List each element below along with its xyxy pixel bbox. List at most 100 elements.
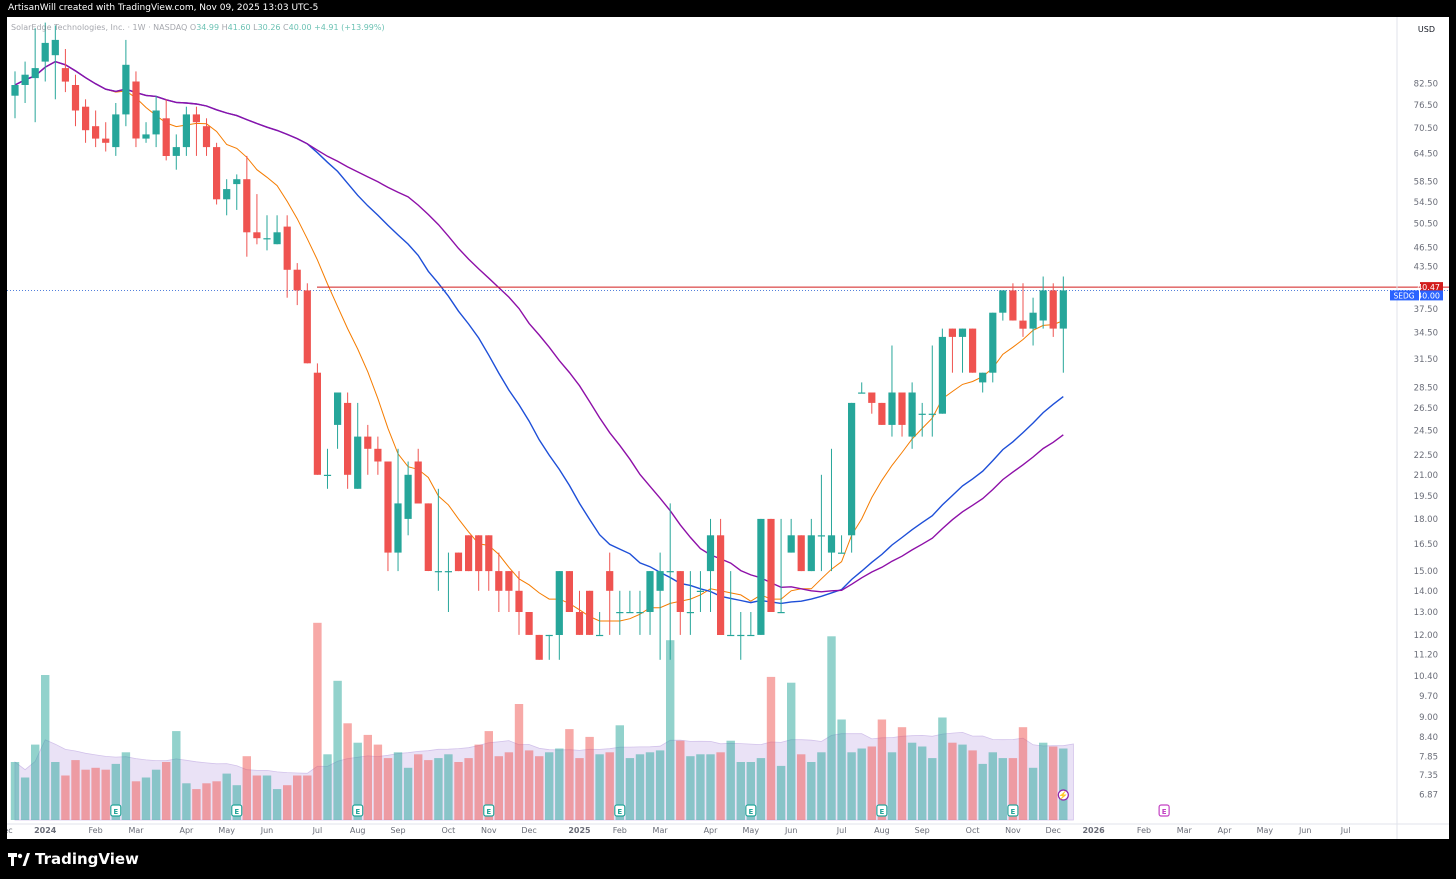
x-tick-label: Apr xyxy=(704,826,719,835)
candle xyxy=(223,179,231,216)
legend-close: 40.00 xyxy=(288,23,312,32)
volume-bar xyxy=(212,781,221,820)
x-tick-label: Sep xyxy=(390,826,405,835)
volume-bar xyxy=(454,762,463,820)
ma-line-3 xyxy=(14,60,1064,593)
volume-bar xyxy=(444,754,453,820)
candle xyxy=(444,552,452,612)
candle xyxy=(243,155,251,257)
candle-body xyxy=(908,392,916,437)
candle xyxy=(706,518,715,612)
candle-body xyxy=(444,571,452,573)
candle xyxy=(92,110,100,148)
candle xyxy=(1019,283,1027,337)
candle xyxy=(686,571,694,635)
volume-bar xyxy=(71,760,80,820)
y-tick-label: 19.50 xyxy=(1414,492,1438,502)
candle xyxy=(142,122,150,143)
candle xyxy=(213,142,221,205)
candle xyxy=(1059,276,1067,373)
candle-body xyxy=(868,392,876,403)
volume-bar xyxy=(202,783,211,820)
legend-high: 41.60 xyxy=(227,23,251,32)
candle-body xyxy=(969,328,977,373)
earnings-marker-label: E xyxy=(113,808,118,816)
candle xyxy=(827,448,836,572)
candle xyxy=(172,134,180,170)
legend-change: +4.91 (+13.99%) xyxy=(314,23,385,32)
candle-body xyxy=(938,336,946,414)
x-tick-label: Oct xyxy=(441,826,455,835)
volume-bar xyxy=(182,783,191,820)
candle-body xyxy=(182,114,190,148)
price-label-value: 40.47 xyxy=(1417,283,1440,292)
volume-bar xyxy=(111,763,120,820)
candle xyxy=(51,25,59,100)
candle xyxy=(535,634,543,660)
candle-body xyxy=(303,290,311,364)
candle-body xyxy=(424,503,432,571)
candle-body xyxy=(384,461,392,553)
volume-bar xyxy=(283,785,292,820)
volume-bar xyxy=(424,760,433,820)
x-tick-label: Sep xyxy=(915,826,930,835)
y-tick-label: 64.50 xyxy=(1414,150,1438,160)
volume-bar xyxy=(323,754,332,820)
candle-body xyxy=(525,612,533,635)
candle-body xyxy=(454,552,463,572)
y-tick-label: 24.50 xyxy=(1414,427,1438,437)
volume-bar xyxy=(585,736,594,820)
candle-body xyxy=(807,535,815,572)
candle-body xyxy=(827,535,836,553)
candle-body xyxy=(616,612,624,614)
volume-bar xyxy=(897,727,907,820)
candle xyxy=(777,518,785,614)
candle xyxy=(495,552,503,612)
candle-body xyxy=(787,535,795,553)
candle xyxy=(424,503,432,572)
volume-bar xyxy=(192,789,201,820)
y-tick-label: 7.85 xyxy=(1419,752,1438,762)
volume-bar xyxy=(555,748,564,820)
candle-body xyxy=(11,85,19,96)
earnings-marker: E xyxy=(1007,804,1019,817)
candle-body xyxy=(71,85,80,111)
volume-bar xyxy=(141,777,151,820)
price-label-box xyxy=(1420,290,1443,301)
candle xyxy=(1009,283,1017,321)
candle-body xyxy=(162,118,170,156)
tradingview-logo-icon xyxy=(8,852,30,866)
chart-area[interactable]: E E E E E E E E E ⚡ 82.50 76.50 70.50 64.50 58.50 54.50… xyxy=(7,17,1449,839)
y-tick-label: 18.00 xyxy=(1414,515,1438,525)
candle-body xyxy=(92,126,100,139)
candlestick-chart[interactable]: E E E E E E E E E ⚡ 82.50 76.50 70.50 64.50 58.50 54.50… xyxy=(7,17,1449,839)
candle-body xyxy=(102,138,110,143)
candle xyxy=(303,283,311,364)
y-tick-label: 31.50 xyxy=(1414,355,1438,365)
candle-body xyxy=(717,535,725,635)
x-tick-label: 2025 xyxy=(568,826,591,835)
candle-body xyxy=(515,590,523,612)
candle-body xyxy=(293,269,301,291)
volume-bar xyxy=(20,777,30,820)
candle xyxy=(606,552,614,635)
volume-bar xyxy=(242,756,251,820)
candle xyxy=(918,402,926,437)
tradingview-brand: TradingView xyxy=(8,849,139,869)
volume-bar xyxy=(333,680,342,820)
candle xyxy=(61,49,69,93)
candle-body xyxy=(555,571,563,635)
x-tick-label: Aug xyxy=(350,826,366,835)
candle xyxy=(374,436,382,475)
candle-body xyxy=(586,590,594,635)
candle-body xyxy=(958,328,967,337)
volume-bar xyxy=(837,719,846,820)
y-tick-label: 34.50 xyxy=(1414,329,1438,339)
volume-bar xyxy=(252,775,262,820)
volume-bar xyxy=(474,744,483,820)
candle-body xyxy=(606,571,614,591)
volume-bar xyxy=(817,752,826,820)
candle xyxy=(727,571,735,637)
volume-bar xyxy=(645,752,655,820)
candle-body xyxy=(61,68,69,82)
